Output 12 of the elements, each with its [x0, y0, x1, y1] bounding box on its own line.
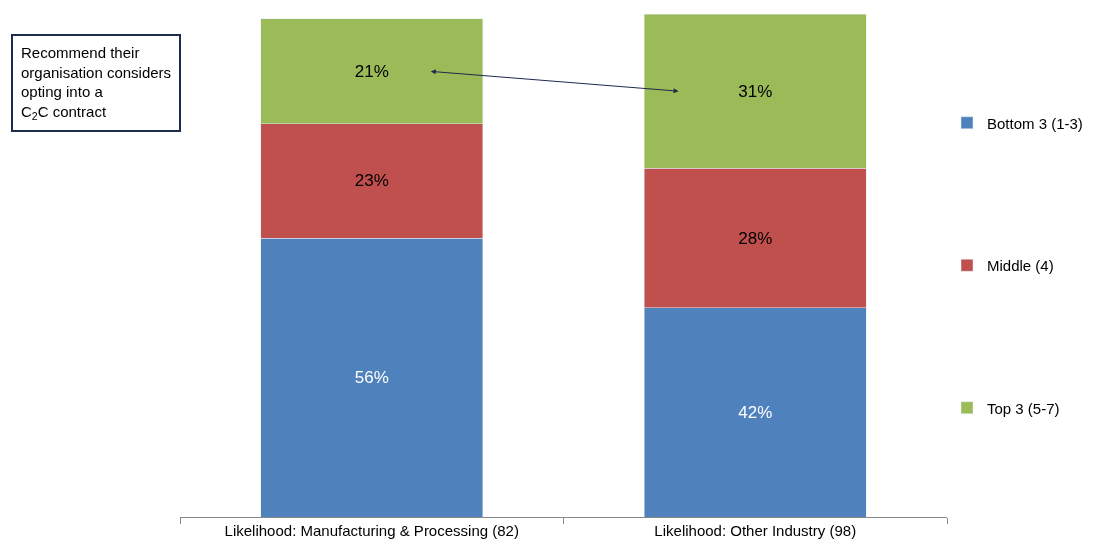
legend-label: Top 3 (5-7) — [987, 399, 1060, 417]
x-tick-label: Likelihood: Manufacturing & Processing (82) — [224, 522, 519, 539]
legend-label: Middle (4) — [987, 257, 1054, 275]
x-tick-label: Likelihood: Other Industry (98) — [654, 522, 857, 539]
text: Recommend their organisation considers opting into a C$_{2}$C contract — [21, 44, 172, 122]
data-label: 42% — [738, 402, 773, 422]
data-label: 31% — [738, 81, 773, 101]
legend-label: Bottom 3 (1-3) — [987, 114, 1083, 132]
data-label: 56% — [354, 368, 389, 388]
data-label: 28% — [738, 228, 773, 248]
data-label: 21% — [354, 61, 389, 81]
data-label: 23% — [354, 171, 389, 191]
